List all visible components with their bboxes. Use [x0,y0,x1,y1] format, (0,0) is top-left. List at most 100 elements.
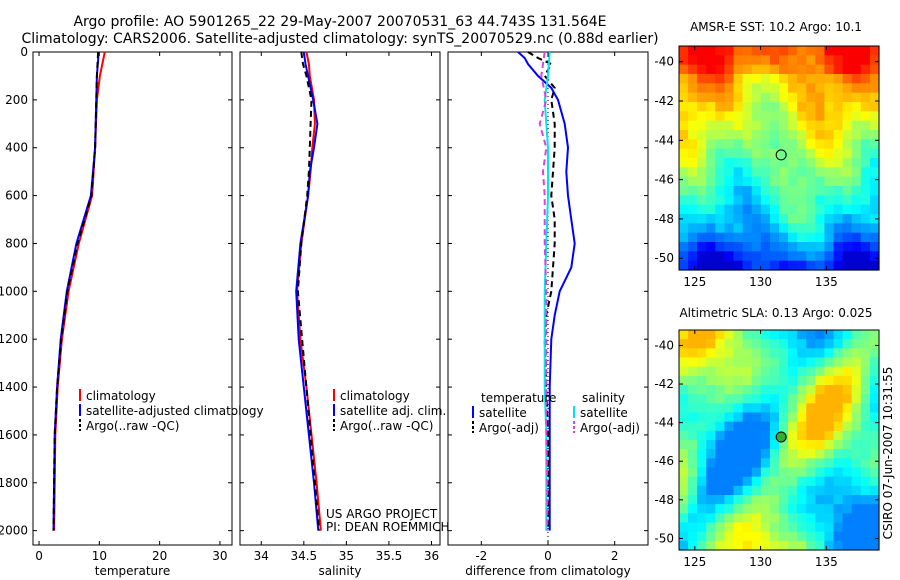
map-cell [806,339,816,349]
map-cell [779,366,789,377]
map-cell [733,148,744,159]
map-cell [788,74,798,84]
map-cell [860,366,871,377]
map-cell [724,513,735,524]
map-cell [851,120,862,131]
map-cell [779,495,789,505]
map-cell [706,375,716,386]
map-cell [779,339,789,349]
map-cell [724,330,735,340]
map-cell [769,513,780,524]
map-cell [824,242,835,252]
map-cell [688,485,698,496]
map-cell [788,385,798,395]
map-cell [706,504,716,514]
map-cell [760,476,771,487]
map-cell [824,449,835,459]
map-cell [788,130,798,140]
map-cell [869,120,880,131]
map-cell [788,83,798,94]
map-cell [860,458,871,469]
map-cell [860,130,871,140]
map-cell [769,167,780,178]
map-cell [806,476,816,487]
map-cell [806,421,816,432]
map-cell [815,366,826,377]
map-cell [715,186,726,196]
map-cell [860,375,871,386]
map-cell [779,357,789,368]
map-cell [797,476,807,487]
map-cell [851,495,862,505]
map-cell [815,430,826,441]
map-frame [678,329,880,551]
map-cell [706,186,716,196]
map-cell [779,176,789,187]
map-cell [724,167,735,178]
map-cell [724,348,735,359]
map-cell [751,92,762,103]
map-cell [688,186,698,196]
map-cell [806,357,816,368]
map-cell [779,485,789,496]
map-cell [724,158,735,168]
map-cell [742,232,753,243]
map-cell [688,504,698,514]
map-cell [833,195,844,206]
map-cell [788,223,798,234]
map-y-tick-label: -46 [654,454,674,468]
map-cell [742,476,753,487]
map-cell [806,130,816,140]
map-cell [788,522,798,533]
map-cell [851,148,862,159]
map-cell [842,55,853,66]
map-cell [742,92,753,103]
map-cell [697,251,707,262]
map-cell [679,495,689,505]
map-cell [869,513,880,524]
map-cell [815,242,826,252]
map-cell [688,339,698,349]
map-cell [833,421,844,432]
argo-position-marker [775,431,787,443]
map-cell [824,195,835,206]
map-cell [860,148,871,159]
legend-label: climatology [86,389,156,403]
map-cell [797,204,807,215]
map-cell [679,485,689,496]
pi-annotation: PI: DEAN ROEMMICH [326,520,449,534]
map-cell [851,260,862,271]
map-cell [806,430,816,441]
map-cell [797,385,807,395]
map-cell [851,440,862,450]
map-cell [833,495,844,505]
map-cell [779,223,789,234]
map-cell [751,485,762,496]
map-cell [851,385,862,395]
map-cell [769,223,780,234]
map-cell [760,64,771,75]
map-cell [751,242,762,252]
map-cell [733,260,744,271]
map-cell [679,440,689,450]
map-cell [869,64,880,75]
map-cell [842,186,853,196]
map-cell [751,504,762,514]
map-cell [860,403,871,414]
map-cell [769,186,780,196]
map-cell [769,232,780,243]
legend-label: Argo(-adj) [479,421,539,435]
map-cell [760,130,771,140]
map-cell [751,458,762,469]
map-cell [824,366,835,377]
map-cell [715,458,726,469]
map-cell [769,366,780,377]
map-cell [751,375,762,386]
map-cell [833,92,844,103]
map-cell [769,139,780,150]
map-cell [851,139,862,150]
map-cell [733,357,744,368]
map-cell [797,394,807,404]
map-cell [824,102,835,112]
x-tick-label: 34.5 [290,549,317,563]
